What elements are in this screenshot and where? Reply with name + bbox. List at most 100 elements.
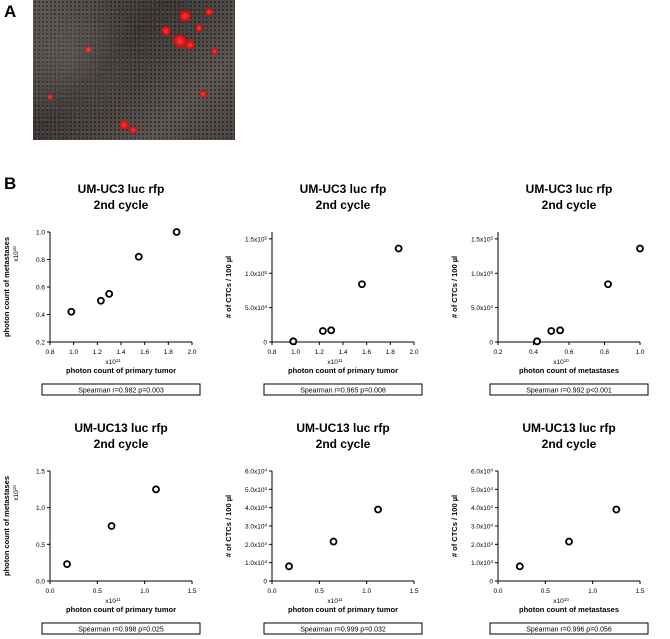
scatter-chart-1: UM-UC3 luc rfp 2nd cycle 0.8 1.0 1.2 1.4 1.6 1.…: [2, 182, 201, 396]
x-tick-label: 1.5: [635, 588, 644, 595]
y-tick-label: 0: [489, 579, 493, 586]
stats-box: [489, 622, 649, 635]
data-point: [394, 244, 403, 253]
x-axis-label: photon count of primary tumor: [288, 366, 398, 375]
y-tick-label: 1.0x105: [245, 269, 268, 278]
y-tick-label: 1.0: [36, 230, 45, 237]
x-axis-label: photon count of metastases: [519, 605, 619, 614]
chart-subtitle: 2nd cycle: [542, 437, 597, 451]
y-tick-label: 0: [263, 579, 267, 586]
x-tick-label: 0.5: [315, 588, 324, 595]
y-tick-label: 5.0x104: [471, 485, 494, 494]
red-cell: [129, 126, 137, 134]
y-multiplier-label: x1010: [12, 485, 21, 501]
y-tick-label: 5.0x104: [245, 485, 268, 494]
chart-title: UM-UC13 luc rfp: [522, 421, 615, 435]
x-tick-label: 1.2: [315, 349, 324, 356]
red-cell: [119, 120, 129, 130]
y-tick-label: 0.6: [36, 285, 45, 292]
y-tick-label: 1.5x105: [471, 235, 494, 244]
y-axis-label: # of CTCs / 100 µl: [450, 495, 459, 557]
stats-box: [41, 622, 201, 635]
x-tick-label: 1.0: [635, 349, 644, 356]
x-tick-label: 1.4: [116, 349, 125, 356]
chart-subtitle: 2nd cycle: [316, 437, 371, 451]
data-point: [289, 337, 298, 346]
stats-text: Spearman r=0.996 p=0.056: [526, 627, 612, 634]
x-multiplier-label: x1010: [553, 597, 569, 606]
y-tick-label: 5.0x104: [245, 304, 268, 313]
y-tick-label: 4.0x104: [245, 504, 268, 513]
y-tick-label: 0: [263, 340, 267, 347]
x-multiplier-label: x1011: [105, 597, 121, 606]
x-multiplier-label: x1010: [553, 358, 569, 367]
data-point: [329, 537, 338, 546]
x-tick-label: 1.0: [362, 588, 371, 595]
red-cell: [199, 90, 207, 98]
scatter-chart-3: UM-UC3 luc rfp 2nd cycle 0.2 0.4 0.6 0.8 1.0 0 5…: [450, 182, 649, 396]
red-cell: [211, 48, 218, 55]
stats-box: [263, 622, 423, 635]
chart-title: UM-UC13 luc rfp: [296, 421, 389, 435]
data-point: [107, 522, 116, 530]
y-tick-label: 2.0x104: [471, 540, 494, 549]
data-point: [105, 289, 114, 298]
x-tick-label: 0.0: [493, 588, 502, 595]
red-cell: [47, 94, 53, 100]
red-cell: [173, 34, 187, 48]
red-cell: [85, 46, 92, 53]
x-tick-label: 1.0: [291, 349, 300, 356]
stats-box: [263, 383, 423, 396]
chart-subtitle: 2nd cycle: [94, 437, 149, 451]
scatter-chart-5: UM-UC13 luc rfp 2nd cycle 0.0 0.5 1.0 1.5 0 1.0…: [224, 421, 423, 635]
data-point: [547, 327, 556, 335]
x-tick-label: 0.5: [93, 588, 102, 595]
x-tick-label: 2.0: [187, 349, 196, 356]
data-point: [96, 296, 105, 305]
y-tick-label: 1.0: [36, 505, 45, 512]
data-point: [285, 562, 293, 571]
data-point: [604, 280, 612, 289]
data-point: [152, 485, 160, 494]
x-tick-label: 0.5: [541, 588, 550, 595]
data-point: [556, 326, 565, 335]
x-multiplier-label: x1011: [327, 358, 343, 367]
x-tick-label: 0.8: [600, 349, 609, 356]
x-tick-label: 0.0: [45, 588, 54, 595]
y-tick-label: 1.5x105: [245, 235, 268, 244]
x-tick-label: 1.0: [69, 349, 78, 356]
y-axis-label: photon count of metastases: [2, 237, 11, 337]
stats-box: [489, 383, 649, 396]
red-cell: [161, 26, 171, 36]
y-axis-label: # of CTCs / 100 µl: [224, 256, 233, 318]
chart-title: UM-UC3 luc rfp: [300, 182, 387, 196]
data-point: [134, 252, 143, 261]
panel-a-label: A: [4, 2, 17, 21]
red-cell: [179, 10, 191, 22]
data-point: [318, 327, 327, 335]
x-tick-label: 1.6: [140, 349, 149, 356]
data-point: [374, 505, 382, 514]
data-point: [565, 537, 573, 546]
y-tick-label: 1.0x105: [471, 269, 494, 278]
y-tick-label: 0.5: [36, 542, 45, 549]
y-axis-label: # of CTCs / 100 µl: [450, 256, 459, 318]
chart-title: UM-UC13 luc rfp: [74, 421, 167, 435]
x-tick-label: 1.6: [362, 349, 371, 356]
chart-subtitle: 2nd cycle: [542, 198, 597, 212]
x-axis-label: photon count of metastases: [519, 366, 619, 375]
y-tick-label: 0.4: [36, 312, 45, 319]
y-tick-label: 0.0: [36, 579, 45, 586]
chart-subtitle: 2nd cycle: [316, 198, 371, 212]
data-point: [533, 337, 541, 346]
x-tick-label: 1.8: [386, 349, 395, 356]
x-multiplier-label: x1011: [105, 358, 121, 367]
data-point: [636, 244, 644, 253]
data-point: [67, 307, 76, 316]
scatter-chart-4: UM-UC13 luc rfp 2nd cycle 0.0 0.5 1.0 1.5 0.0 0…: [2, 421, 201, 635]
chart-title: UM-UC3 luc rfp: [78, 182, 165, 196]
x-tick-label: 1.0: [140, 588, 149, 595]
data-point: [612, 505, 621, 514]
x-tick-label: 1.0: [588, 588, 597, 595]
red-cell: [185, 40, 195, 50]
